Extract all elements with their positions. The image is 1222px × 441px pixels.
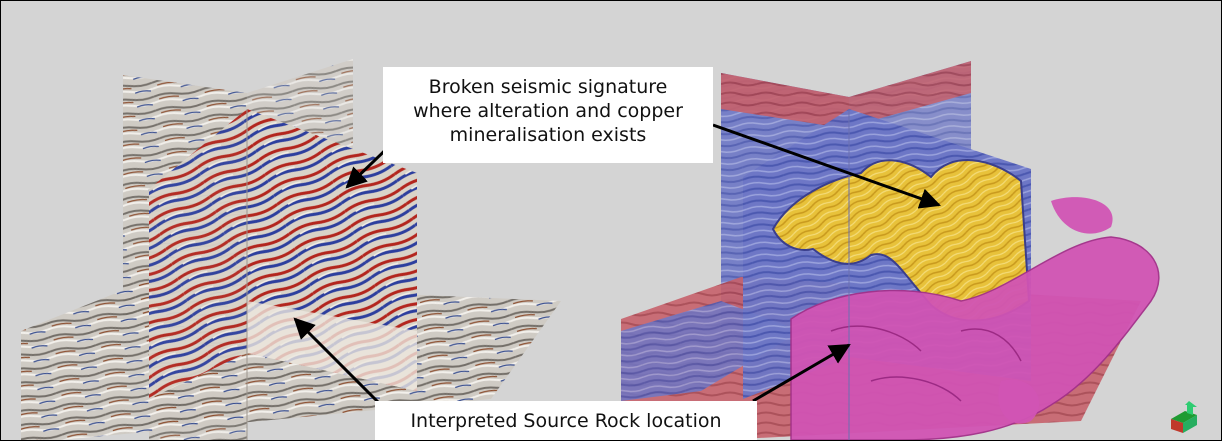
callout-line-3: mineralisation exists [449,124,647,146]
arrow-top-right [712,123,941,209]
left-front-panel-a [149,109,247,399]
geobody-fragment-a [1051,197,1113,234]
geobody-contours [830,325,1022,402]
arrow-bottom-left [293,317,381,405]
left-bright-zone [247,301,417,391]
left-seismic-volume [21,59,561,440]
right-back-plane-a-top [721,73,849,129]
right-attribute-volume [621,61,1160,440]
axis-orientation-icon [1171,401,1197,433]
callout-broken-seismic: Broken seismic signature where alteratio… [383,67,713,163]
callout-line-1: Broken seismic signature [428,76,668,98]
callout-source-rock: Interpreted Source Rock location [375,401,757,440]
geobody-fragment-b [998,379,1040,424]
right-back-plane-b-top [849,61,971,127]
callout-line-2: where alteration and copper [413,100,683,122]
arrow-bottom-right [752,343,851,403]
callout-source-rock-text: Interpreted Source Rock location [410,410,722,432]
left-lower-panel [149,353,247,440]
